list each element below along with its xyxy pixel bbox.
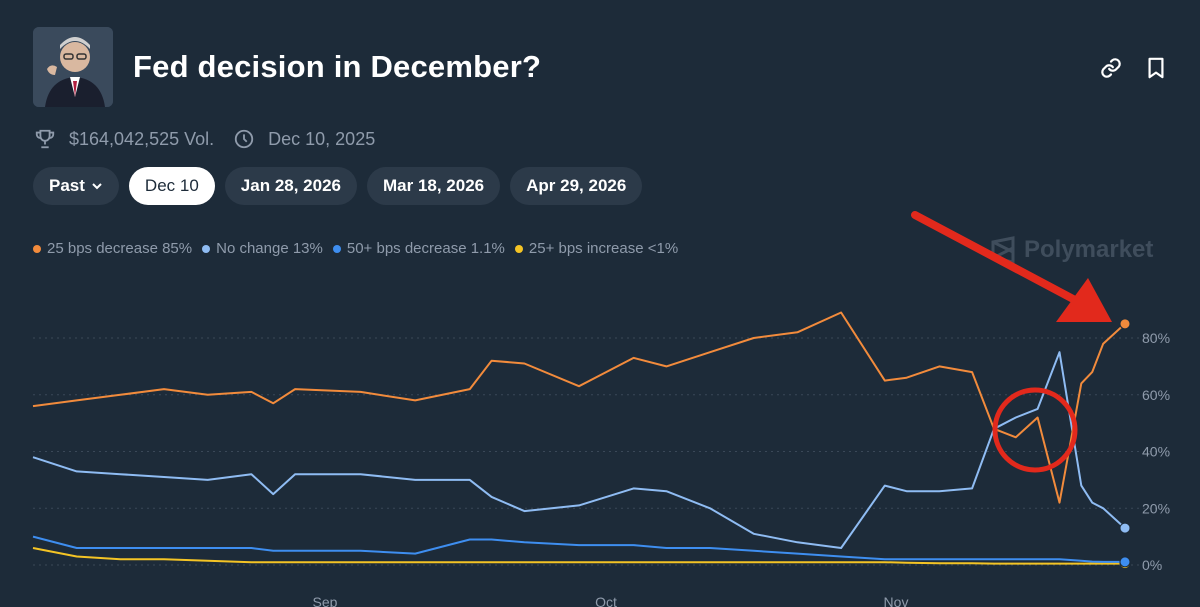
tab-past[interactable]: Past bbox=[33, 167, 119, 205]
legend-dot-lightblue bbox=[202, 244, 211, 253]
legend-item-no-change[interactable]: No change 13% bbox=[202, 240, 323, 257]
chevron-down-icon bbox=[91, 180, 103, 192]
date-tabs: Past Dec 10 Jan 28, 2026 Mar 18, 2026 Ap… bbox=[33, 167, 643, 205]
chart-gridlines bbox=[33, 337, 1162, 566]
legend-dot-orange bbox=[33, 244, 41, 253]
series-end-dot-2[interactable] bbox=[1119, 556, 1131, 568]
x-tick-label: Nov bbox=[884, 594, 909, 607]
legend-item-50bps-decrease[interactable]: 50+ bps decrease 1.1% bbox=[332, 240, 505, 257]
series-end-dot-0[interactable] bbox=[1119, 318, 1131, 330]
series-line-2[interactable] bbox=[32, 535, 1125, 563]
market-header: Fed decision in December? bbox=[33, 27, 1173, 107]
page-title: Fed decision in December? bbox=[133, 49, 542, 84]
tab-apr-29-2026[interactable]: Apr 29, 2026 bbox=[510, 167, 643, 205]
legend-label: 50+ bps decrease 1.1% bbox=[346, 240, 505, 257]
date-info: Dec 10, 2025 bbox=[232, 127, 375, 151]
volume-text: $164,042,525 Vol. bbox=[69, 128, 215, 149]
chart-annotations bbox=[911, 211, 1112, 473]
chart-legend: 25 bps decrease 85% No change 13% 50+ bp… bbox=[33, 240, 688, 257]
bookmark-icon[interactable] bbox=[1143, 55, 1169, 81]
tab-jan-28-2026[interactable]: Jan 28, 2026 bbox=[224, 167, 357, 205]
tab-dec-10[interactable]: Dec 10 bbox=[128, 167, 215, 205]
clock-icon bbox=[232, 127, 256, 151]
legend-label: 25 bps decrease 85% bbox=[47, 240, 193, 257]
market-avatar bbox=[33, 27, 113, 107]
series-line-0[interactable] bbox=[32, 311, 1126, 504]
tab-mar-18-2026[interactable]: Mar 18, 2026 bbox=[367, 167, 501, 205]
legend-dot-yellow bbox=[514, 244, 523, 253]
chart-series bbox=[32, 311, 1131, 570]
legend-label: 25+ bps increase <1% bbox=[528, 240, 679, 257]
series-line-1[interactable] bbox=[32, 351, 1126, 549]
date-text: Dec 10, 2025 bbox=[268, 128, 376, 149]
red-arrow-shaft bbox=[911, 211, 1079, 304]
y-tick-label: 40% bbox=[1142, 444, 1170, 460]
legend-dot-blue bbox=[332, 244, 341, 253]
volume-info: $164,042,525 Vol. bbox=[33, 127, 214, 151]
series-end-dot-1[interactable] bbox=[1119, 522, 1131, 534]
watermark-text: Polymarket bbox=[1024, 236, 1154, 263]
y-tick-label: 80% bbox=[1142, 330, 1170, 346]
red-arrow-head bbox=[1056, 278, 1112, 322]
series-line-3[interactable] bbox=[32, 547, 1125, 565]
market-meta: $164,042,525 Vol. Dec 10, 2025 bbox=[33, 126, 393, 152]
red-circle-annotation bbox=[992, 387, 1078, 473]
trophy-icon bbox=[33, 127, 57, 151]
legend-item-25bps-decrease[interactable]: 25 bps decrease 85% bbox=[33, 240, 192, 257]
x-tick-label: Oct bbox=[595, 594, 617, 607]
y-tick-label: 60% bbox=[1142, 387, 1170, 403]
x-tick-label: Sep bbox=[313, 594, 338, 607]
legend-item-25bps-increase[interactable]: 25+ bps increase <1% bbox=[514, 240, 679, 257]
portrait-image bbox=[33, 27, 113, 107]
y-tick-label: 0% bbox=[1142, 557, 1162, 573]
polymarket-watermark: Polymarket bbox=[990, 236, 1153, 264]
tab-past-label: Past bbox=[49, 176, 85, 195]
y-axis-labels: 0% 20% 40% 60% 80% bbox=[1142, 330, 1170, 573]
y-tick-label: 20% bbox=[1142, 500, 1170, 516]
link-icon[interactable] bbox=[1098, 55, 1124, 81]
x-axis-labels: Sep Oct Nov bbox=[313, 594, 909, 607]
legend-label: No change 13% bbox=[216, 240, 323, 257]
